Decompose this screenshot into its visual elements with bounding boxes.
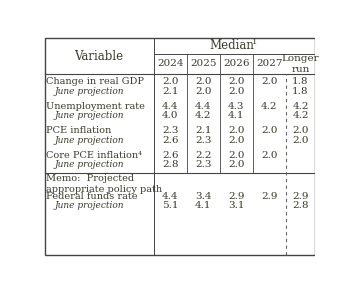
Text: 3.1: 3.1	[228, 201, 245, 210]
Text: Memo:  Projected
appropriate policy path: Memo: Projected appropriate policy path	[47, 174, 163, 194]
Text: 4.2: 4.2	[261, 102, 278, 111]
Text: 2.0: 2.0	[292, 136, 309, 145]
Text: June projection: June projection	[55, 201, 124, 210]
Text: Core PCE inflation⁴: Core PCE inflation⁴	[47, 151, 142, 160]
Text: 2.3: 2.3	[162, 126, 178, 135]
Text: Change in real GDP: Change in real GDP	[47, 77, 145, 86]
Text: 4.2: 4.2	[195, 111, 211, 120]
Text: 4.1: 4.1	[228, 111, 245, 120]
Text: 2.0: 2.0	[228, 77, 245, 86]
Text: 2.0: 2.0	[195, 86, 211, 95]
Text: 2024: 2024	[157, 59, 183, 68]
Text: 1.8: 1.8	[292, 77, 309, 86]
Text: 2.0: 2.0	[261, 151, 278, 160]
Text: 2.1: 2.1	[162, 86, 178, 95]
Text: Federal funds rate: Federal funds rate	[47, 192, 138, 201]
Text: Unemployment rate: Unemployment rate	[47, 102, 145, 111]
Text: 2.8: 2.8	[162, 160, 178, 169]
Text: 5.1: 5.1	[162, 201, 178, 210]
Text: 2.0: 2.0	[228, 160, 245, 169]
Text: 2.8: 2.8	[292, 201, 309, 210]
Text: 2.2: 2.2	[195, 151, 211, 160]
Text: 2.3: 2.3	[195, 160, 211, 169]
Text: 2.0: 2.0	[228, 126, 245, 135]
Text: 4.2: 4.2	[292, 102, 309, 111]
Text: 4.1: 4.1	[195, 201, 211, 210]
Text: 2.1: 2.1	[195, 126, 211, 135]
Text: 2.0: 2.0	[228, 151, 245, 160]
Text: 2.0: 2.0	[228, 136, 245, 145]
Text: June projection: June projection	[55, 111, 124, 120]
Text: 2.0: 2.0	[195, 77, 211, 86]
Text: 1.8: 1.8	[292, 86, 309, 95]
Text: June projection: June projection	[55, 160, 124, 169]
Text: 2.6: 2.6	[162, 151, 178, 160]
Text: 2.0: 2.0	[292, 126, 309, 135]
Text: 4.4: 4.4	[195, 102, 211, 111]
Text: 4.4: 4.4	[162, 102, 178, 111]
Text: 2.3: 2.3	[195, 136, 211, 145]
Text: 2026: 2026	[223, 59, 250, 68]
Text: 2.0: 2.0	[261, 77, 278, 86]
Text: 4.4: 4.4	[162, 192, 178, 201]
Text: Longer
run: Longer run	[282, 54, 319, 74]
Text: 2027: 2027	[256, 59, 283, 68]
Text: PCE inflation: PCE inflation	[47, 126, 112, 135]
Text: June projection: June projection	[55, 86, 124, 95]
Text: June projection: June projection	[55, 136, 124, 145]
Text: 2.9: 2.9	[261, 192, 278, 201]
Text: Variable: Variable	[74, 50, 123, 63]
Text: 2.0: 2.0	[162, 77, 178, 86]
Text: 2.6: 2.6	[162, 136, 178, 145]
Text: 4.0: 4.0	[162, 111, 178, 120]
Text: 4.3: 4.3	[228, 102, 245, 111]
Text: 2.0: 2.0	[228, 86, 245, 95]
Text: 1: 1	[252, 38, 257, 46]
Text: Median: Median	[209, 39, 254, 52]
Text: 2.0: 2.0	[261, 126, 278, 135]
Text: 2.9: 2.9	[292, 192, 309, 201]
Text: 2025: 2025	[190, 59, 217, 68]
Text: 2.9: 2.9	[228, 192, 245, 201]
Text: 4.2: 4.2	[292, 111, 309, 120]
Text: 3.4: 3.4	[195, 192, 211, 201]
